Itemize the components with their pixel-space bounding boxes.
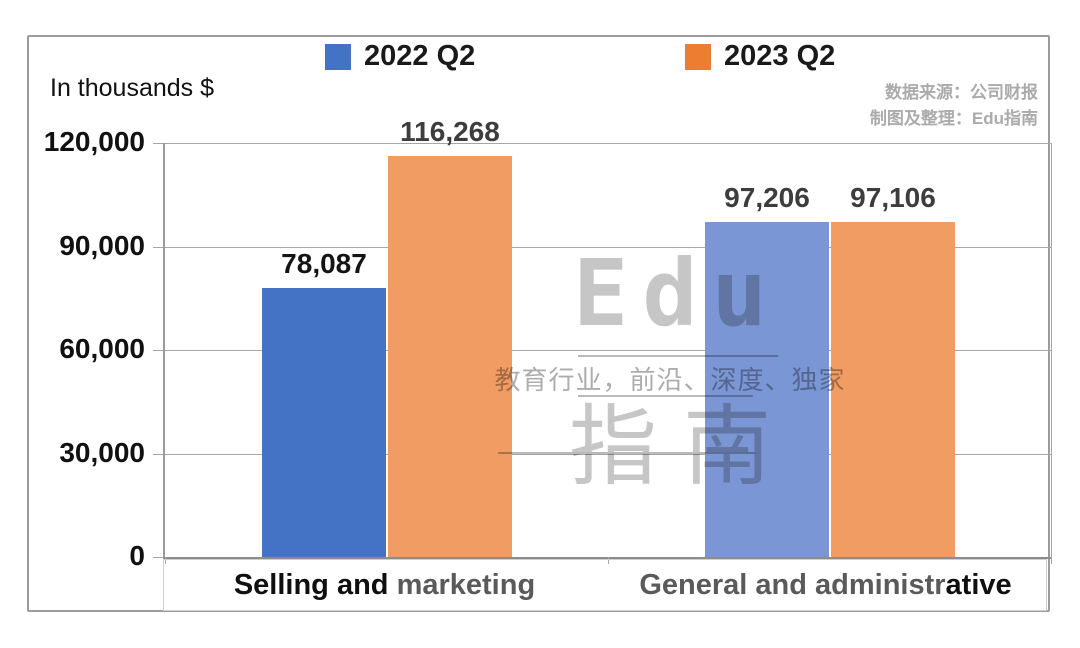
legend-swatch-2023-q2 xyxy=(685,43,711,70)
bar-2023-q2-cat1 xyxy=(831,222,955,557)
legend-swatch-2022-q2 xyxy=(325,43,351,70)
y-tick-mark xyxy=(153,557,163,558)
category-axis-strip: Selling and marketing General and admini… xyxy=(163,559,1047,611)
plot-area: 78,087 97,206 116,268 97,106 xyxy=(153,116,1052,564)
gridline-30,000 xyxy=(165,454,1051,455)
category-label-segment: marketing xyxy=(396,569,536,601)
y-tick-mark xyxy=(153,454,163,455)
category-label-segment: General and administr xyxy=(639,569,946,601)
x-tick-mark xyxy=(608,557,609,564)
y-tick-label: 60,000 xyxy=(59,333,145,364)
y-tick-mark xyxy=(153,350,163,351)
bar-value-label: 116,268 xyxy=(400,116,500,147)
source-note: 数据来源：公司财报 制图及整理：Edu指南 xyxy=(870,80,1038,132)
x-tick-mark xyxy=(165,557,166,564)
y-tick-label: 120,000 xyxy=(43,126,145,157)
source-line-2: 制图及整理：Edu指南 xyxy=(869,109,1038,128)
bar-2022-q2-cat0 xyxy=(262,288,386,557)
legend-item-2023-q2: 2023 Q2 xyxy=(685,40,835,73)
x-tick-mark xyxy=(1051,557,1052,564)
gridline-60,000 xyxy=(165,350,1051,351)
category-label-segment: ative xyxy=(945,569,1012,601)
y-tick-label: 30,000 xyxy=(59,437,145,468)
gridline-90,000 xyxy=(165,247,1051,248)
source-line-1: 数据来源：公司财报 xyxy=(885,83,1038,102)
bar-2023-q2-cat0 xyxy=(388,156,512,557)
y-tick-mark xyxy=(153,143,163,144)
y-axis-tick-labels: 0 30,000 60,000 90,000 120,000 xyxy=(27,126,145,571)
legend-label-2022-q2: 2022 Q2 xyxy=(364,40,476,72)
category-label-segment: Selling and xyxy=(233,569,397,601)
legend-label-2023-q2: 2023 Q2 xyxy=(724,40,836,72)
bar-value-label: 97,206 xyxy=(724,182,810,213)
y-axis-title: In thousands $ xyxy=(50,74,215,102)
y-tick-label: 0 xyxy=(129,540,145,571)
category-label: General and administrative xyxy=(605,560,1046,610)
gridline-120,000 xyxy=(165,143,1051,144)
category-label: Selling and marketing xyxy=(164,560,605,610)
legend-item-2022-q2: 2022 Q2 xyxy=(325,40,475,73)
bar-2022-q2-cat1 xyxy=(705,222,829,557)
bar-value-label: 97,106 xyxy=(850,182,936,213)
y-tick-mark xyxy=(153,247,163,248)
y-tick-label: 90,000 xyxy=(59,230,145,261)
bar-value-label: 78,087 xyxy=(281,248,367,279)
